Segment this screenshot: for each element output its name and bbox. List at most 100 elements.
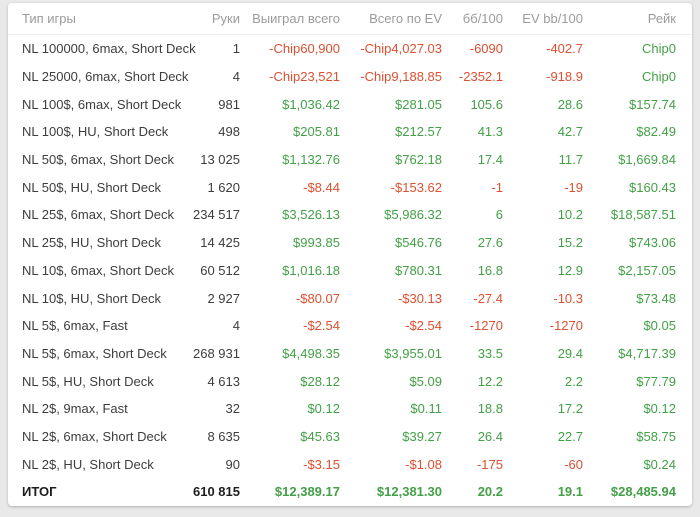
cell-hands: 32: [225, 401, 240, 417]
column-header-bb100[interactable]: бб/100: [442, 3, 503, 35]
cell-rake: $82.49: [636, 124, 676, 140]
cell-rake: $160.43: [629, 179, 676, 195]
cell-type: NL 2$, 6max, Short Deck: [22, 428, 167, 444]
cell-bb100: -6090: [469, 41, 503, 57]
cell-won: $205.81: [293, 124, 340, 140]
cell-hands: 498: [218, 124, 240, 140]
table-row[interactable]: NL 2$, 6max, Short Deck 8 635 $45.63 $39.27…: [8, 423, 692, 451]
cell-evbb100: 15.2: [557, 235, 583, 251]
cell-bb100: 41.3: [477, 124, 503, 140]
column-header-rake[interactable]: Рейк: [583, 3, 692, 35]
table-row[interactable]: NL 5$, 6max, Fast 4 -$2.54 -$2.54 -1270 -1270…: [8, 312, 692, 340]
cell-type: NL 25$, 6max, Short Deck: [22, 207, 174, 223]
cell-type: NL 2$, 9max, Fast: [22, 401, 128, 417]
column-header-hands[interactable]: Руки: [182, 3, 240, 35]
table-row[interactable]: NL 50$, 6max, Short Deck 13 025 $1,132.76 $…: [8, 146, 692, 174]
column-header-type[interactable]: Тип игры: [8, 3, 182, 35]
cell-won: $1,036.42: [282, 96, 340, 112]
cell-won: $1,016.18: [282, 262, 340, 278]
cell-won: $12,389.17: [274, 484, 340, 500]
header-row: Тип игры Руки Выиграл всего Всего по EV бб/1…: [8, 3, 692, 35]
table-row[interactable]: NL 5$, 6max, Short Deck 268 931 $4,498.35 $…: [8, 340, 692, 368]
table-row[interactable]: NL 25000, 6max, Short Deck 4 -Chip23,521 -C…: [8, 63, 692, 91]
table-row[interactable]: NL 5$, HU, Short Deck 4 613 $28.12 $5.09 12.…: [8, 367, 692, 395]
cell-type: NL 50$, HU, Short Deck: [22, 179, 161, 195]
cell-type: NL 100$, 6max, Short Deck: [22, 96, 182, 112]
cell-hands: 8 635: [207, 428, 240, 444]
cell-rake: $2,157.05: [618, 262, 676, 278]
table-row[interactable]: NL 10$, HU, Short Deck 2 927 -$80.07 -$30.1…: [8, 284, 692, 312]
table-row[interactable]: NL 25$, 6max, Short Deck 234 517 $3,526.13…: [8, 201, 692, 229]
cell-evbb100: -402.7: [546, 41, 583, 57]
cell-hands: 610 815: [193, 484, 240, 500]
cell-rake: $157.74: [629, 96, 676, 112]
cell-bb100: 26.4: [477, 428, 503, 444]
table-row[interactable]: NL 100$, HU, Short Deck 498 $205.81 $212.57…: [8, 118, 692, 146]
cell-bb100: 20.2: [477, 484, 503, 500]
cell-ev: $5,986.32: [384, 207, 442, 223]
cell-ev: $546.76: [395, 235, 442, 251]
cell-hands: 4: [232, 69, 240, 85]
cell-bb100: -1: [491, 179, 503, 195]
cell-bb100: 27.6: [477, 235, 503, 251]
cell-hands: 1: [232, 41, 240, 57]
cell-evbb100: 19.1: [557, 484, 583, 500]
column-header-won[interactable]: Выиграл всего: [240, 3, 340, 35]
column-header-ev[interactable]: Всего по EV: [340, 3, 442, 35]
cell-rake: Chip0: [642, 41, 676, 57]
cell-won: $45.63: [300, 428, 340, 444]
cell-ev: $39.27: [402, 428, 442, 444]
cell-rake: Chip0: [642, 69, 676, 85]
cell-won: -$3.15: [303, 456, 340, 472]
cell-evbb100: 22.7: [557, 428, 583, 444]
cell-ev: $0.11: [410, 401, 442, 417]
cell-ev: -$1.08: [405, 456, 442, 472]
cell-evbb100: 29.4: [557, 345, 583, 361]
table-row[interactable]: NL 2$, 9max, Fast 32 $0.12 $0.11 18.8 17.2 $0.…: [8, 395, 692, 423]
cell-hands: 268 931: [193, 345, 240, 361]
cell-bb100: 105.6: [470, 96, 503, 112]
cell-won: -$2.54: [303, 318, 340, 334]
cell-bb100: -1270: [469, 318, 503, 334]
cell-hands: 60 512: [200, 262, 240, 278]
cell-hands: 14 425: [200, 235, 240, 251]
table-row[interactable]: NL 2$, HU, Short Deck 90 -$3.15 -$1.08 -175 -…: [8, 450, 692, 478]
cell-ev: -$2.54: [405, 318, 442, 334]
cell-evbb100: 2.2: [564, 373, 583, 389]
cell-hands: 13 025: [200, 152, 240, 168]
cell-hands: 981: [218, 96, 240, 112]
cell-ev: -$153.62: [390, 179, 442, 195]
table-row[interactable]: NL 100$, 6max, Short Deck 981 $1,036.42 $28…: [8, 90, 692, 118]
cell-type: NL 25000, 6max, Short Deck: [22, 69, 189, 85]
game-type-stats-table: Тип игры Руки Выиграл всего Всего по EV бб/1…: [8, 3, 692, 506]
cell-won: -Chip60,900: [269, 41, 340, 57]
cell-won: $4,498.35: [282, 345, 340, 361]
cell-evbb100: 11.7: [558, 152, 583, 168]
cell-won: $993.85: [293, 235, 340, 251]
total-row[interactable]: ИТОГ 610 815 $12,389.17 $12,381.30 20.2 19.1 $…: [8, 478, 692, 506]
cell-bb100: 17.4: [477, 152, 503, 168]
cell-rake: $77.79: [636, 373, 676, 389]
cell-type: ИТОГ: [22, 484, 57, 500]
cell-won: -$8.44: [303, 179, 340, 195]
cell-rake: $743.06: [629, 235, 676, 251]
cell-rake: $4,717.39: [618, 345, 676, 361]
cell-bb100: 12.2: [477, 373, 503, 389]
cell-type: NL 5$, 6max, Short Deck: [22, 345, 167, 361]
table-row[interactable]: NL 50$, HU, Short Deck 1 620 -$8.44 -$153.6…: [8, 173, 692, 201]
stats-table-card: Тип игры Руки Выиграл всего Всего по EV бб/1…: [8, 3, 692, 506]
table-row[interactable]: NL 25$, HU, Short Deck 14 425 $993.85 $546.…: [8, 229, 692, 257]
table-row[interactable]: NL 10$, 6max, Short Deck 60 512 $1,016.18 $…: [8, 257, 692, 285]
column-header-evbb100[interactable]: EV bb/100: [503, 3, 583, 35]
cell-ev: $12,381.30: [376, 484, 442, 500]
cell-bb100: 6: [495, 207, 503, 223]
cell-type: NL 10$, HU, Short Deck: [22, 290, 161, 306]
table-row[interactable]: NL 100000, 6max, Short Deck 1 -Chip60,900 -…: [8, 35, 692, 63]
cell-type: NL 10$, 6max, Short Deck: [22, 262, 174, 278]
cell-rake: $0.24: [643, 456, 676, 472]
cell-evbb100: -10.3: [553, 290, 583, 306]
cell-won: $1,132.76: [282, 152, 340, 168]
cell-ev: $5.09: [409, 373, 442, 389]
cell-type: NL 100$, HU, Short Deck: [22, 124, 169, 140]
cell-type: NL 50$, 6max, Short Deck: [22, 152, 174, 168]
